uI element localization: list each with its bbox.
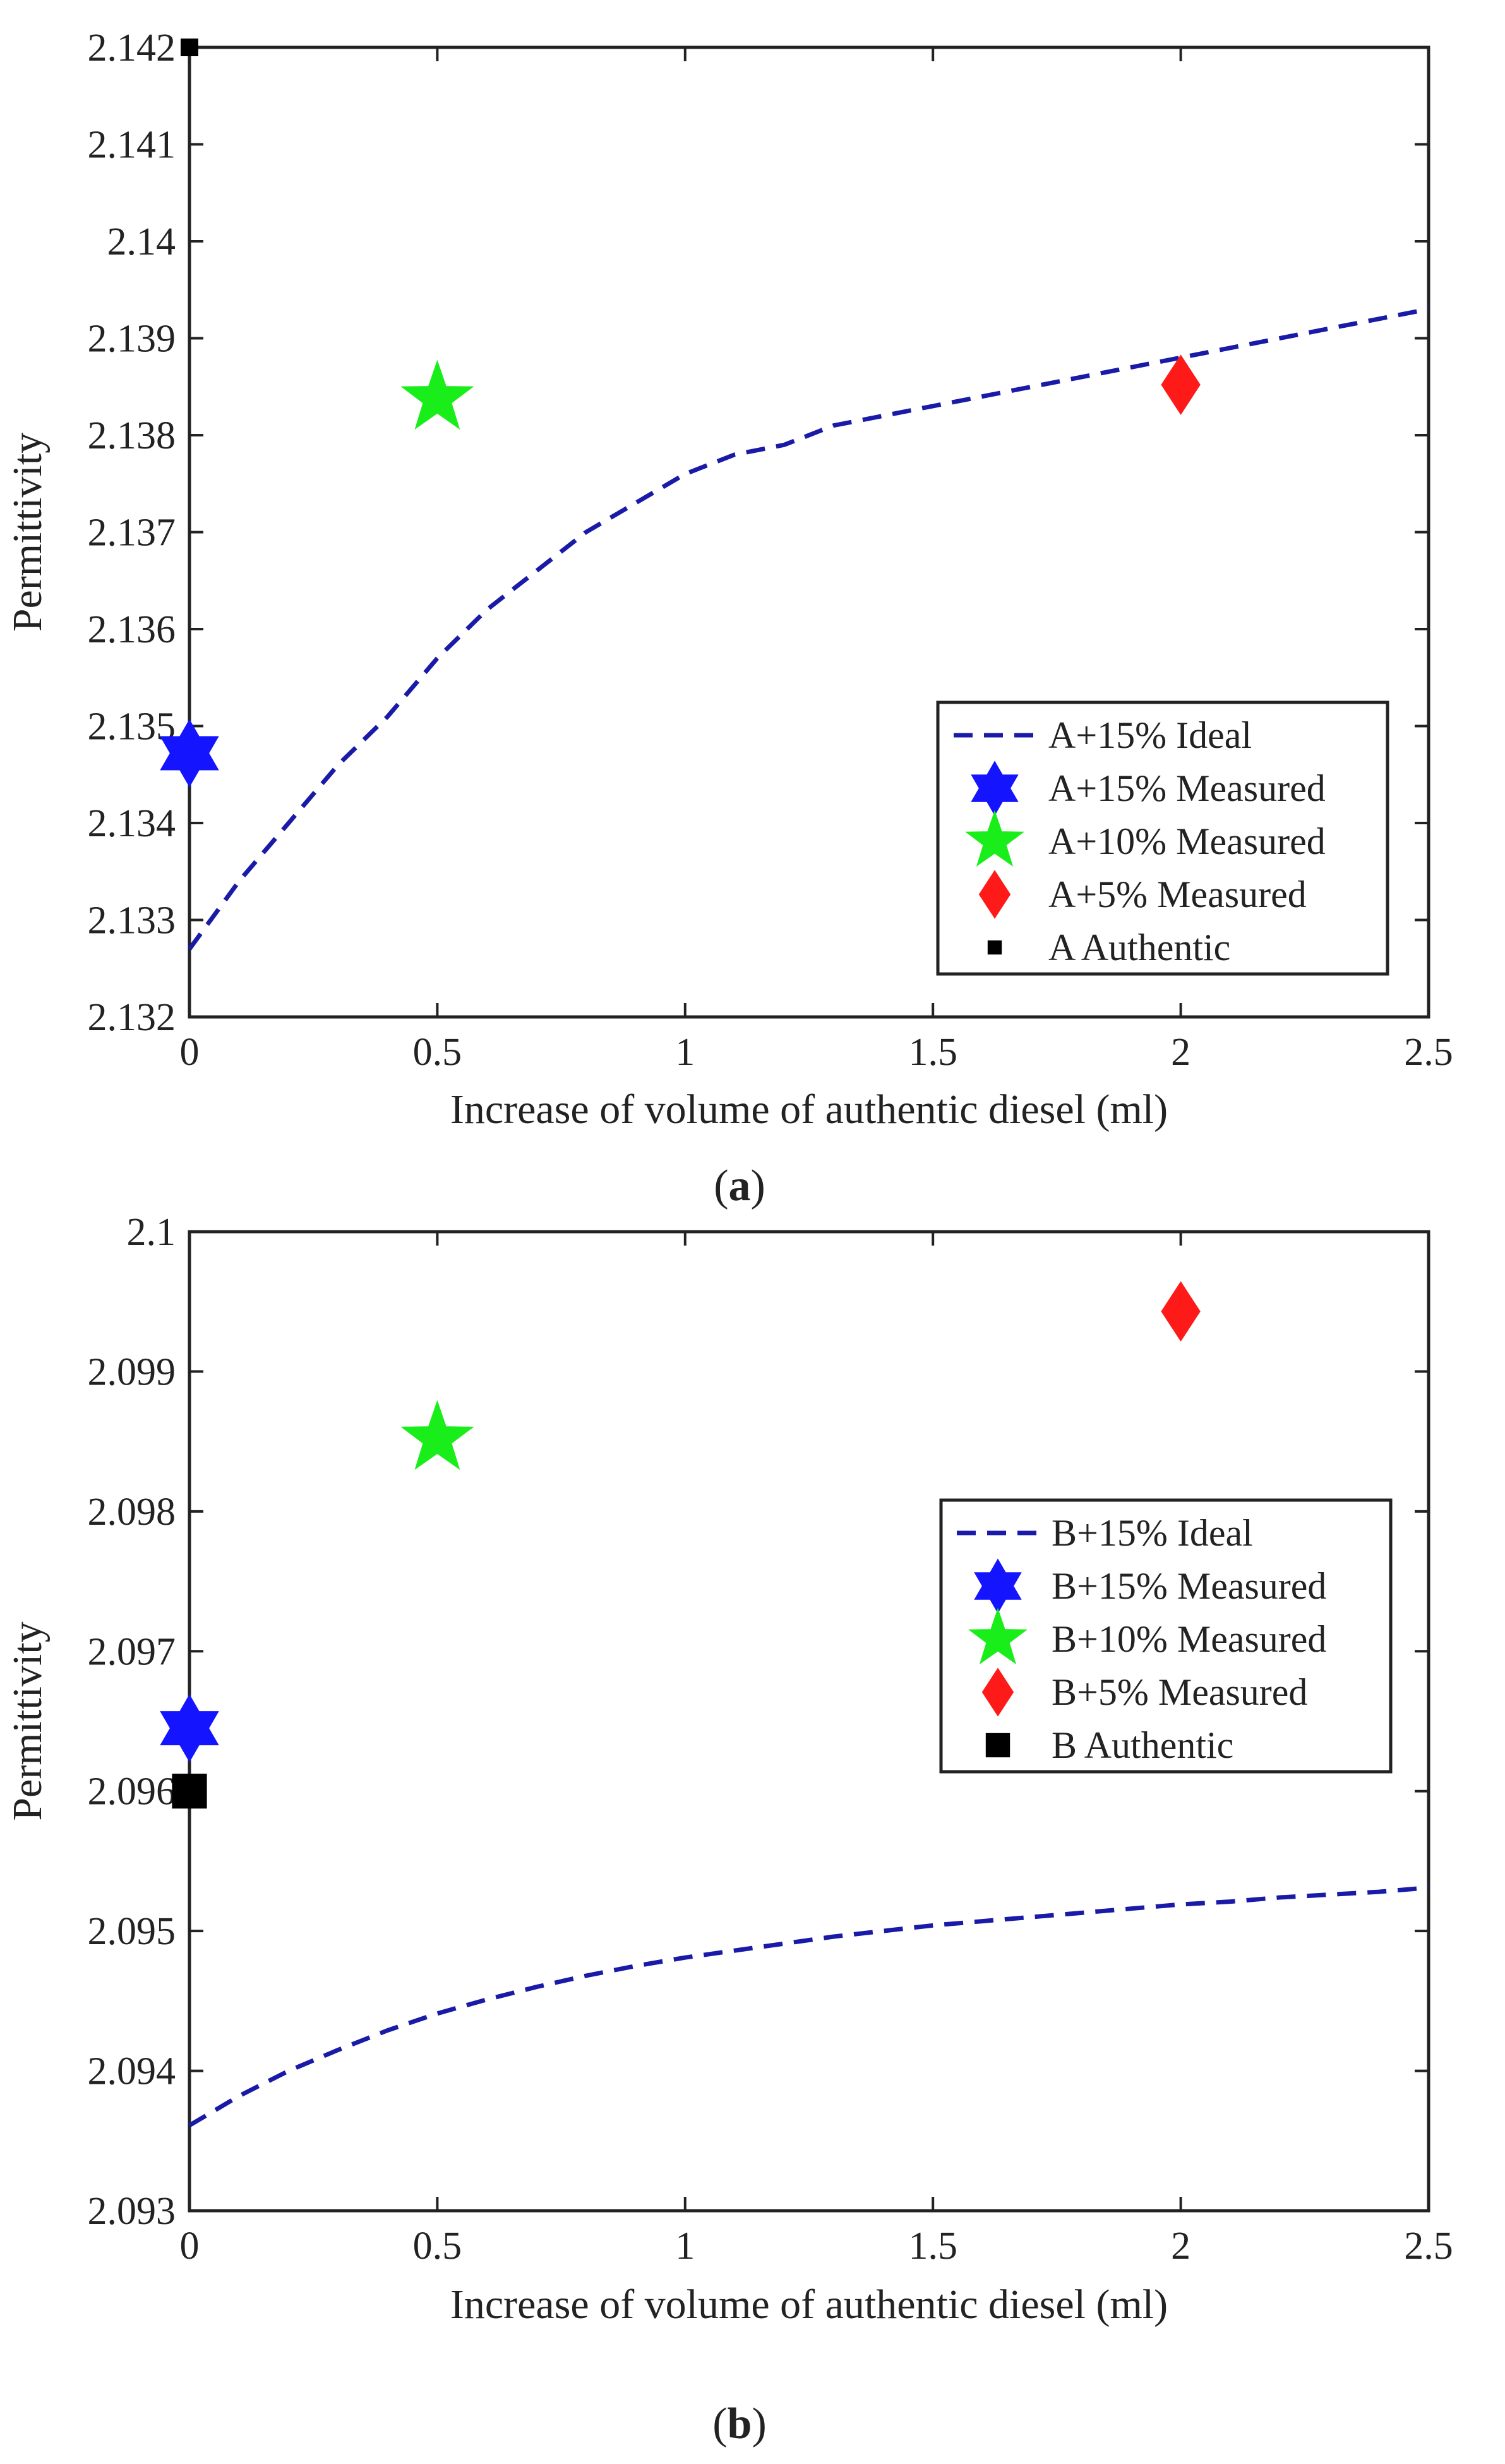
y-tick-label: 2.135 xyxy=(88,706,176,748)
legend: B+15% Ideal B+15% Measured B+10% Measured B… xyxy=(939,1498,1393,1774)
series-line-ideal xyxy=(188,306,1429,951)
legend-label: B+15% Measured xyxy=(1052,1565,1326,1607)
y-tick-label: 2.098 xyxy=(88,1491,176,1534)
data-point-square-small xyxy=(181,39,198,56)
x-tick-label: 1.5 xyxy=(908,2225,957,2268)
y-tick-label: 2.093 xyxy=(88,2190,176,2233)
y-tick-label: 2.139 xyxy=(88,318,176,361)
legend-label: B+5% Measured xyxy=(1052,1671,1307,1713)
legend: A+15% Ideal A+15% Measured A+10% Measured A… xyxy=(936,700,1389,976)
legend-label: A+10% Measured xyxy=(1048,820,1326,862)
x-tick-label: 2.5 xyxy=(1404,1031,1453,1074)
legend-label: B+10% Measured xyxy=(1052,1618,1326,1660)
data-point-pentagram xyxy=(400,359,474,430)
x-tick-label: 2 xyxy=(1171,2225,1190,2268)
y-tick-label: 2.132 xyxy=(88,996,176,1039)
y-tick-label: 2.141 xyxy=(88,124,176,167)
y-tick-label: 2.134 xyxy=(88,802,176,845)
series-line-ideal xyxy=(188,1885,1429,2127)
y-tick-label: 2.137 xyxy=(88,512,176,555)
y-tick-label: 2.097 xyxy=(88,1630,176,1673)
data-point-hexagram xyxy=(160,719,219,788)
data-point-pentagram xyxy=(400,1400,474,1470)
x-axis-label: Increase of volume of authentic diesel (… xyxy=(450,2281,1168,2328)
panel-caption: (b) xyxy=(712,2400,767,2448)
legend-swatch-square xyxy=(985,1733,1010,1758)
y-tick-label: 2.099 xyxy=(88,1350,176,1393)
y-tick-label: 2.138 xyxy=(88,414,176,457)
data-point-hexagram xyxy=(160,1694,219,1763)
data-point-square xyxy=(172,1774,207,1809)
x-tick-label: 1 xyxy=(675,2225,695,2268)
y-tick-label: 2.1 xyxy=(127,1211,176,1254)
legend-label: A Authentic xyxy=(1048,927,1230,968)
chart-panel-b: 0 0.5 1 1.5 2 2.5 2.093 2.094 2.095 2.096 2.097 2.0… xyxy=(4,1211,1453,2448)
y-axis-label: Permittivity xyxy=(4,433,51,632)
x-axis-label: Increase of volume of authentic diesel (… xyxy=(450,1086,1168,1133)
legend-swatch-diamond xyxy=(978,870,1011,919)
x-tick-label: 1 xyxy=(675,1031,695,1074)
y-tick-label: 2.095 xyxy=(88,1910,176,1953)
legend-label: B+15% Ideal xyxy=(1052,1512,1253,1554)
x-tick-label: 0 xyxy=(180,2225,200,2268)
x-tick-label: 0.5 xyxy=(413,1031,462,1074)
legend-swatch-square-small xyxy=(987,940,1002,955)
x-tick-label: 0.5 xyxy=(413,2225,462,2268)
y-axis-label: Permittivity xyxy=(4,1621,51,1820)
legend-label: A+15% Measured xyxy=(1048,767,1326,809)
y-tick-label: 2.14 xyxy=(107,220,176,263)
y-tick-label: 2.136 xyxy=(88,608,176,651)
legend-label: A+5% Measured xyxy=(1048,874,1307,915)
legend-label: A+15% Ideal xyxy=(1048,714,1252,756)
y-tick-label: 2.094 xyxy=(88,2050,176,2093)
x-tick-label: 1.5 xyxy=(908,1031,957,1074)
y-tick-label: 2.133 xyxy=(88,899,176,942)
legend-swatch-pentagram xyxy=(968,1608,1028,1664)
legend-swatch-diamond xyxy=(981,1668,1014,1717)
chart-panel-a: 0 0.5 1 1.5 2 2.5 2.132 2.133 2.134 2.135 2.136 2.1… xyxy=(4,27,1453,1210)
x-tick-label: 2 xyxy=(1171,1031,1190,1074)
data-point-diamond xyxy=(1161,354,1201,416)
x-tick-label: 0 xyxy=(180,1031,200,1074)
y-tick-label: 2.142 xyxy=(88,27,176,69)
panel-caption: (a) xyxy=(714,1162,765,1210)
y-tick-label: 2.096 xyxy=(88,1770,176,1813)
legend-swatch-pentagram xyxy=(964,810,1025,867)
x-tick-label: 2.5 xyxy=(1404,2225,1453,2268)
data-point-diamond xyxy=(1161,1281,1201,1342)
legend-label: B Authentic xyxy=(1052,1724,1233,1766)
